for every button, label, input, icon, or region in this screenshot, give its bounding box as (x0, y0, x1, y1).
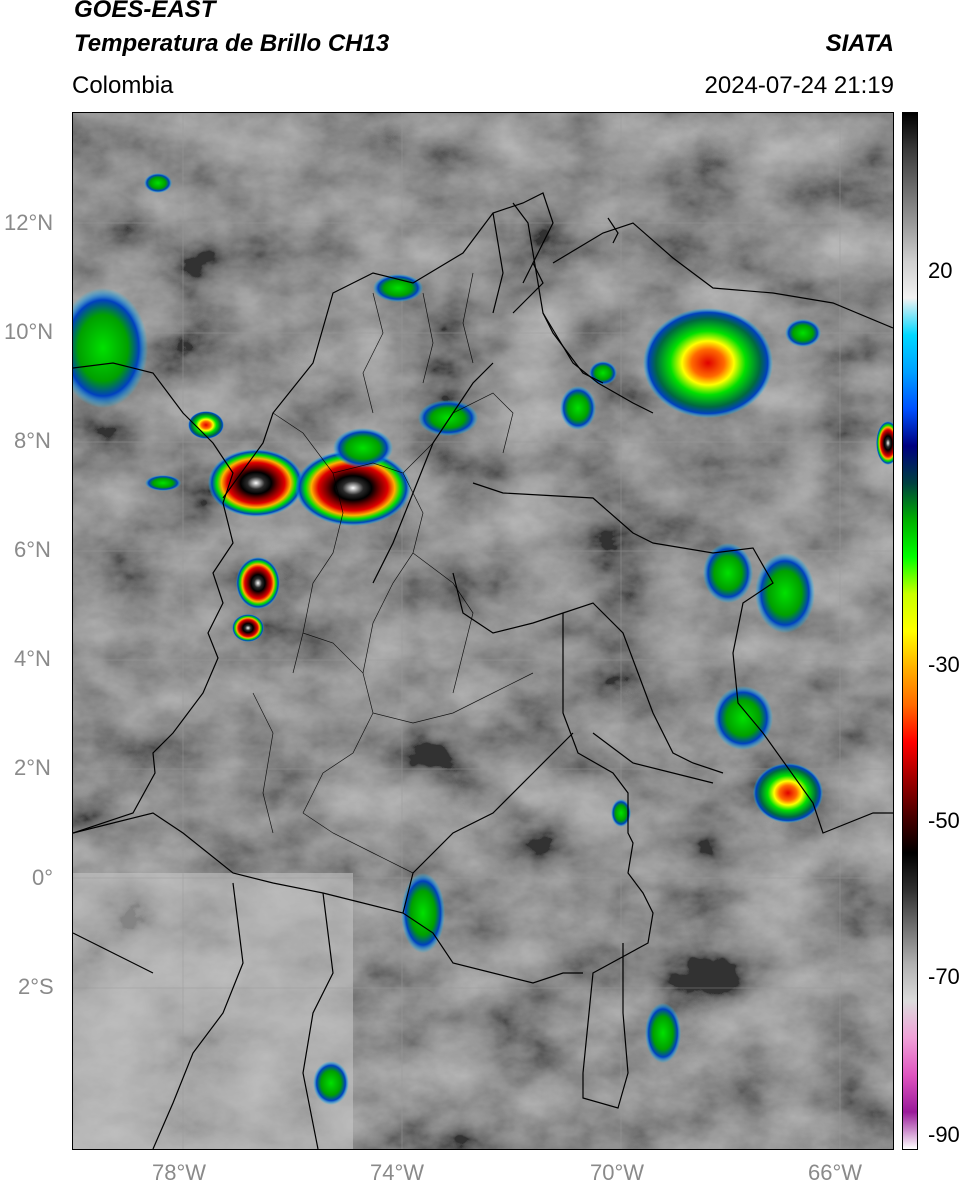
brand-label: SIATA (825, 30, 894, 57)
lat-label: 10°N (4, 319, 54, 344)
lat-label: 6°N (14, 537, 51, 562)
lat-label: 8°N (14, 428, 51, 453)
lon-label: 70°W (590, 1160, 645, 1185)
lat-label: 0° (32, 865, 54, 890)
colorbar-label: -30 (928, 652, 960, 677)
lat-label: 4°N (14, 646, 51, 671)
title-satellite: GOES-EAST (74, 0, 216, 23)
colorbar-label: -90 (928, 1122, 960, 1147)
lat-label: 12°N (4, 210, 54, 235)
title-product: Temperatura de Brillo CH13 (74, 30, 390, 57)
region-label: Colombia (72, 72, 174, 99)
colorbar-label: 20 (928, 258, 953, 283)
storm-cells (73, 173, 893, 1105)
colorbar-label: -70 (928, 964, 960, 989)
borders (73, 192, 893, 1149)
internal-borders (252, 272, 534, 874)
lon-label: 78°W (152, 1160, 207, 1185)
datetime-label: 2024-07-24 21:19 (704, 72, 895, 99)
colorbar-label: -50 (928, 808, 960, 833)
pacific-bright-area (73, 873, 353, 1149)
lat-label: 2°N (14, 755, 51, 780)
colorbar (902, 112, 918, 1150)
lon-label: 66°W (808, 1160, 863, 1185)
satellite-map (72, 112, 894, 1150)
lat-label: 2°S (18, 974, 54, 999)
lon-label: 74°W (370, 1160, 425, 1185)
